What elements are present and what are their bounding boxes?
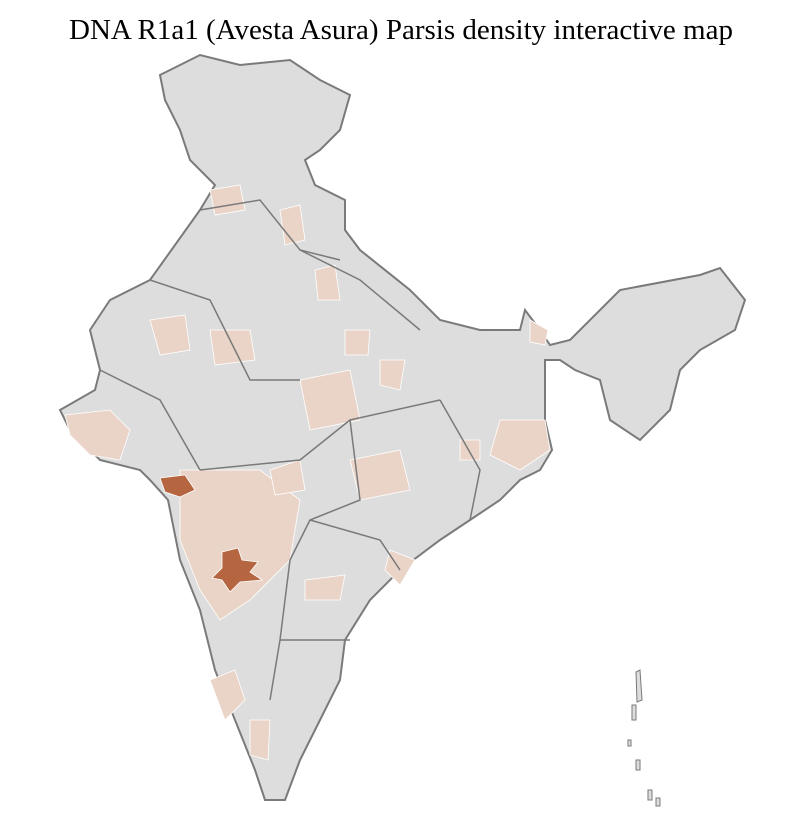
- low-density-district[interactable]: [64, 409, 131, 461]
- low-density-district[interactable]: [304, 574, 346, 601]
- island[interactable]: [655, 797, 661, 807]
- india-outline[interactable]: [58, 53, 747, 801]
- island[interactable]: [635, 759, 641, 771]
- high-density-district[interactable]: [211, 547, 264, 593]
- island[interactable]: [627, 739, 632, 747]
- low-density-district[interactable]: [314, 264, 341, 301]
- state-borders: [99, 199, 481, 701]
- low-density-district[interactable]: [379, 359, 406, 391]
- india-mainland[interactable]: [58, 53, 747, 801]
- low-density-regions: [64, 184, 551, 761]
- low-density-district[interactable]: [209, 329, 256, 366]
- map-title: DNA R1a1 (Avesta Asura) Parsis density i…: [69, 14, 733, 46]
- low-density-district[interactable]: [489, 419, 551, 471]
- low-density-district[interactable]: [529, 319, 549, 346]
- state-border: [99, 369, 201, 471]
- low-density-district[interactable]: [209, 184, 246, 216]
- state-border: [149, 279, 300, 381]
- andaman-nicobar-islands[interactable]: [627, 669, 661, 807]
- state-border: [289, 419, 361, 561]
- low-density-district[interactable]: [249, 719, 271, 761]
- state-border: [299, 249, 421, 331]
- low-density-district[interactable]: [279, 204, 306, 246]
- state-border: [199, 399, 441, 471]
- high-density-district[interactable]: [159, 474, 196, 498]
- low-density-district[interactable]: [349, 449, 411, 501]
- island[interactable]: [635, 669, 643, 703]
- low-density-district[interactable]: [149, 314, 191, 356]
- state-border: [199, 199, 341, 261]
- island[interactable]: [647, 789, 653, 801]
- state-border: [439, 399, 481, 521]
- low-density-district[interactable]: [459, 439, 481, 461]
- low-density-district[interactable]: [209, 669, 246, 721]
- high-density-regions: [159, 474, 264, 593]
- state-border: [309, 519, 401, 571]
- island[interactable]: [631, 704, 637, 721]
- low-density-district[interactable]: [299, 369, 361, 431]
- low-density-district[interactable]: [269, 459, 306, 496]
- low-density-district[interactable]: [344, 329, 371, 356]
